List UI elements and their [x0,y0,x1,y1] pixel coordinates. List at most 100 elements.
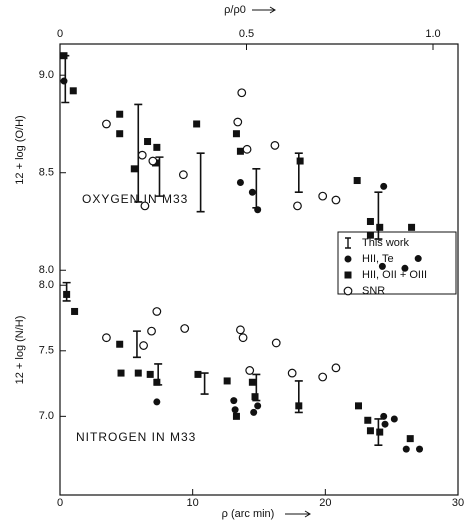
square-marker [117,369,125,377]
square-marker [366,217,374,225]
open-circle-marker [180,324,190,333]
x2-tick-label: 1.0 [425,28,440,40]
square-marker [144,138,152,146]
open-circle-marker [270,141,280,150]
square-marker [193,120,201,128]
open-circle-marker [331,363,341,373]
open-circle-marker [318,191,328,201]
square-marker [251,393,259,401]
x2-tick-label: 0.5 [239,28,254,40]
y-axis-label: 12 + log (O/H) [14,115,26,184]
error-bar [134,103,143,203]
square-marker [248,378,256,386]
filled-circle-marker [231,406,239,414]
y-tick-label: 7.0 [39,410,54,422]
square-marker [69,87,77,95]
legend-label: SNR [362,285,385,297]
y-tick-label: 8.0 [39,279,54,291]
open-circle-marker [331,195,341,205]
square-marker [366,427,374,435]
filled-circle-marker [381,420,389,428]
error-bar [200,372,209,395]
legend-label: This work [362,237,410,249]
filled-circle-marker [250,408,258,416]
open-circle-marker [147,326,156,336]
square-marker [376,223,384,231]
filled-circle-marker [254,402,262,410]
open-circle-marker [148,156,158,166]
square-marker [232,412,240,420]
legend-label: HII, Te [362,253,394,265]
square-marker [376,428,384,436]
square-marker [146,370,154,378]
arrow [285,510,311,518]
open-circle-marker [139,341,148,350]
square-marker [116,110,124,118]
open-circle-marker [152,307,162,316]
open-circle-marker [242,144,252,154]
square-marker [223,377,231,385]
panel-label: OXYGEN IN M33 [82,192,188,206]
open-circle-marker [271,338,281,348]
square-marker [236,147,244,155]
open-circle-marker [102,333,111,343]
open-circle-marker [238,333,248,343]
y-tick-label: 7.5 [39,345,54,357]
filled-circle-marker [402,445,410,453]
square-marker [355,402,362,410]
open-circle-marker [236,325,245,335]
open-circle-marker [318,372,328,382]
filled-circle-marker [380,412,388,420]
open-circle-marker [245,366,255,375]
y-tick-label: 8.0 [39,264,54,276]
y-axis-label: 12 + log (N/H) [14,316,26,385]
square-marker [71,307,79,315]
square-marker [60,52,68,60]
square-marker [353,177,361,185]
filled-circle-marker [401,264,409,272]
square-marker [408,223,416,231]
panel-label: NITROGEN IN M33 [76,430,196,444]
legend-label: HII, OII + OIII [362,269,427,281]
y-tick-label: 8.5 [39,167,54,179]
error-bar [374,191,383,240]
x-tick-label: 20 [319,497,331,509]
legend-symbol [343,286,353,296]
x-tick-label: 0 [57,497,63,509]
error-bar [132,330,141,359]
square-marker [134,369,142,377]
filled-circle-marker [416,445,424,453]
open-circle-marker [237,88,247,98]
open-circle-marker [287,368,297,378]
filled-circle-marker [254,206,262,214]
square-marker [366,231,374,239]
square-marker [153,378,161,386]
x2-tick-label: 0 [57,28,63,40]
error-bar [252,168,261,209]
plot-frame [59,43,459,496]
filled-circle-marker [380,182,388,190]
filled-circle-marker [60,77,68,85]
open-circle-marker [293,201,302,211]
square-marker [116,340,124,348]
legend-symbol [344,271,352,279]
square-marker [406,435,414,443]
arrow [252,6,276,14]
filled-circle-marker [378,262,386,270]
open-circle-marker [178,170,188,180]
legend-box [337,231,457,295]
x-axis-label: ρ (arc min) [222,508,275,520]
filled-circle-marker [414,255,422,263]
filled-circle-marker [390,415,398,423]
square-marker [130,165,138,173]
filled-circle-marker [236,178,244,186]
square-marker [63,290,71,298]
x-tick-label: 30 [452,497,464,509]
square-marker [116,130,124,138]
open-circle-marker [137,150,147,160]
square-marker [295,402,303,410]
error-bar [196,152,205,213]
top-axis-label: ρ/ρ0 [224,4,246,16]
legend-symbol [344,255,352,263]
